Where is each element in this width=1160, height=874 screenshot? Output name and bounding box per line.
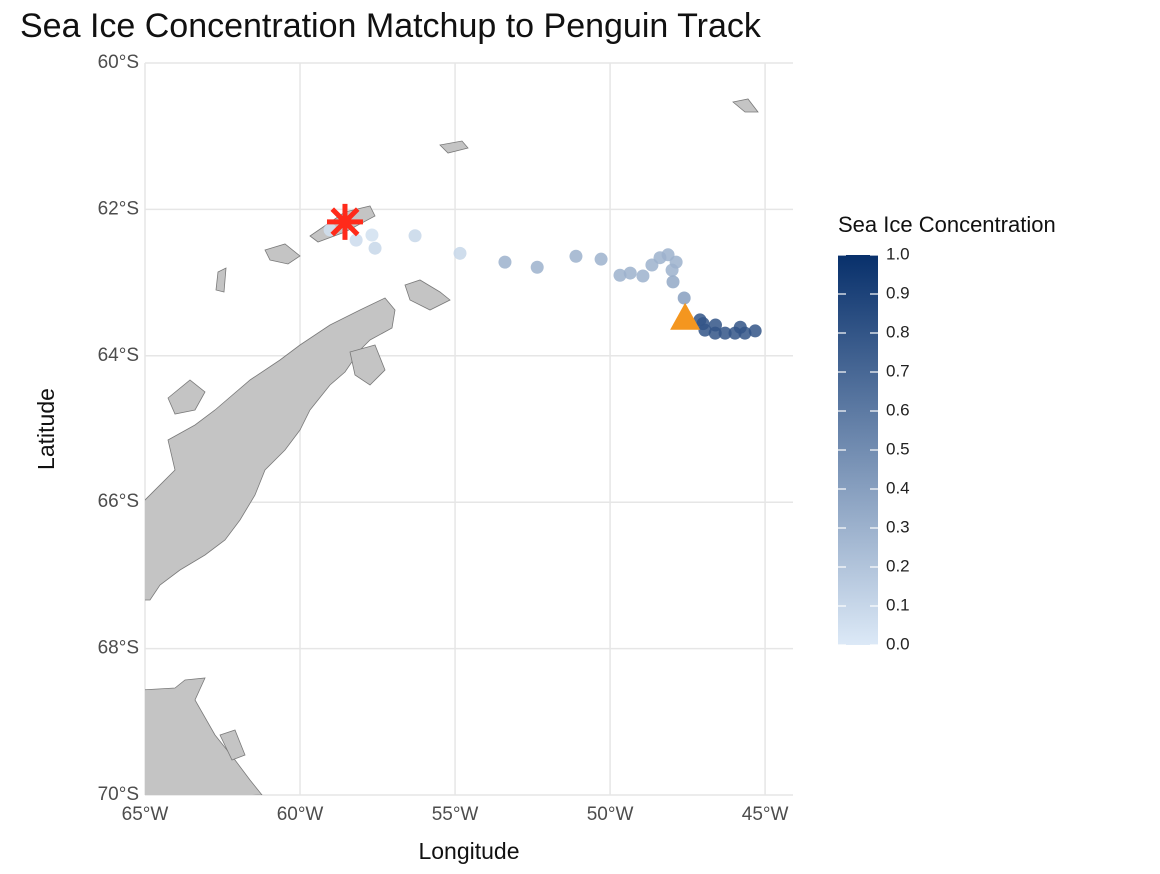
y-tick-label: 68°S [98,638,139,659]
colorbar-label: 0.6 [886,400,910,419]
island [264,243,301,265]
point [623,266,637,280]
point [665,263,679,277]
point [733,320,747,334]
y-tick-label: 62°S [98,198,139,219]
marks [323,203,762,340]
land [145,98,759,795]
x-tick-label: 45°W [742,804,789,825]
colorbar-label: 0.4 [886,478,910,497]
colorbar-label: 0.1 [886,595,910,614]
colorbar-label: 1.0 [886,244,910,263]
island [167,379,206,415]
x-tick-label: 65°W [122,804,169,825]
point [453,246,467,260]
point [594,252,608,266]
point [408,229,422,243]
point [696,317,710,331]
chart-title: Sea Ice Concentration Matchup to Penguin… [20,7,762,45]
point [636,269,650,283]
point [498,255,512,269]
colorbar-label: 0.3 [886,517,910,536]
x-axis-label: Longitude [418,838,519,864]
x-tick-label: 50°W [587,804,634,825]
y-tick-label: 60°S [98,52,139,73]
colorbar-label: 0.5 [886,439,910,458]
y-tick-label: 66°S [98,491,139,512]
peninsula [145,297,396,601]
island [439,140,469,154]
point [368,241,382,255]
island [349,344,386,386]
colorbar-label: 0.7 [886,361,910,380]
x-tick-label: 55°W [432,804,479,825]
point [708,318,722,332]
colorbar-label: 0.2 [886,556,910,575]
island [219,729,246,761]
y-axis-label: Latitude [33,388,59,470]
end-marker [670,302,701,330]
point [349,233,363,247]
point [613,268,627,282]
south-land [145,677,263,795]
colorbar-label: 0.8 [886,322,910,341]
point [666,275,680,289]
y-tick-label: 64°S [98,345,139,366]
point [530,260,544,274]
colorbar-label: 0.0 [886,634,910,653]
start-marker [326,203,363,240]
point [677,291,691,305]
x-tick-label: 60°W [277,804,324,825]
point [365,228,379,242]
island [732,98,759,113]
island [404,279,451,311]
y-tick-label: 70°S [98,784,139,805]
legend-title: Sea Ice Concentration [838,212,1056,237]
colorbar-label: 0.9 [886,283,910,302]
point [569,249,583,263]
point [718,326,732,340]
point [748,324,762,338]
island [215,267,227,293]
